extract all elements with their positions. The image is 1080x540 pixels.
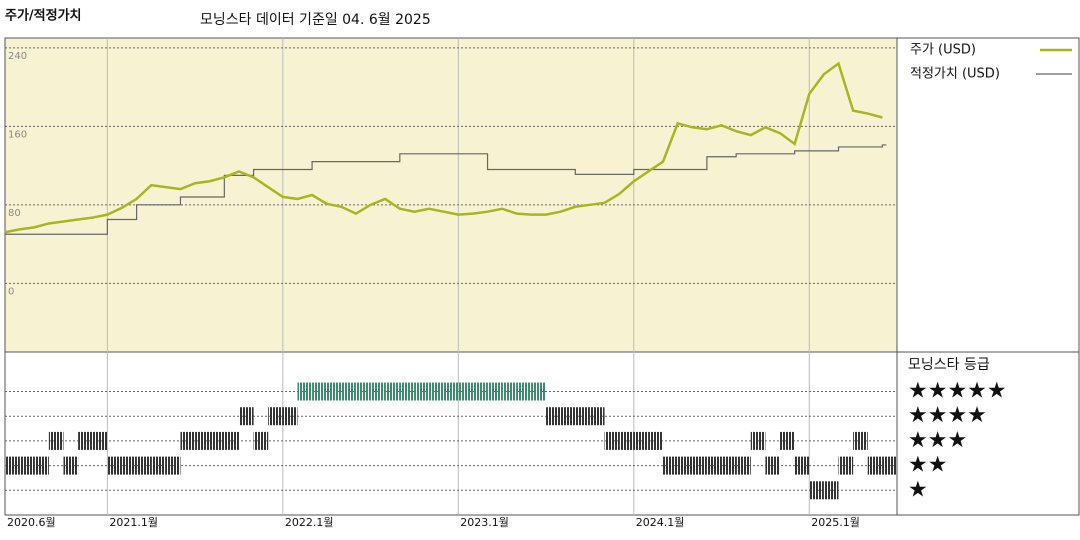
rating-bar [706, 456, 722, 475]
rating-bar [546, 407, 561, 426]
rating-bar [677, 456, 693, 475]
rating-bar [531, 382, 547, 401]
rating-bar [633, 431, 649, 450]
rating-bar [794, 456, 810, 475]
legend-title: 모닝스타 등급 [908, 357, 990, 373]
chart-title: 주가/적정가치 [5, 8, 82, 24]
rating-bar [209, 431, 225, 450]
legend-label: 적정가치 (USD) [910, 67, 1000, 82]
rating-bar [341, 382, 356, 401]
rating-bar [48, 431, 64, 450]
rating-bar [34, 456, 49, 475]
rating-bar [721, 456, 737, 475]
rating-bar [297, 382, 313, 401]
y-tick-label: ★★ [908, 453, 947, 478]
rating-bar [575, 407, 590, 426]
rating-bar [502, 382, 517, 401]
y-tick-label: ★★★ [908, 428, 967, 453]
rating-bar [385, 382, 400, 401]
rating-bar [692, 456, 707, 475]
x-tick-label: 2020.6월 [7, 516, 56, 529]
y-tick-label: ★ [908, 477, 928, 502]
rating-bar [560, 407, 576, 426]
rating-bar [663, 456, 678, 475]
rating-bar [195, 431, 210, 450]
y-tick-label: ★★★★★ [908, 379, 1007, 404]
y-tick-label: 80 [8, 208, 21, 219]
rating-bar [780, 431, 795, 450]
x-tick-label: 2023.1월 [460, 516, 509, 529]
rating-bar [121, 456, 137, 475]
x-tick-label: 2021.1월 [109, 516, 158, 529]
rating-bar [107, 456, 122, 475]
y-tick-label: 240 [8, 51, 27, 62]
rating-bar [472, 382, 488, 401]
rating-bar [750, 431, 766, 450]
rating-bar [414, 382, 430, 401]
rating-bar [853, 431, 868, 450]
y-tick-label: ★★★★ [908, 403, 987, 428]
rating-bar [823, 481, 839, 500]
rating-bar [92, 431, 108, 450]
frame [4, 37, 1080, 516]
rating-bar [312, 382, 327, 401]
rating-bar [648, 431, 664, 450]
rating-bar [370, 382, 386, 401]
rating-bar [736, 456, 751, 475]
rating-bar [253, 431, 269, 450]
rating-bar [268, 407, 283, 426]
x-tick-label: 2024.1월 [636, 516, 685, 529]
plot-area [5, 38, 897, 352]
y-tick-label: 0 [8, 286, 14, 297]
rating-bar [809, 481, 824, 500]
rating-bar [165, 456, 181, 475]
rating-bar [867, 456, 883, 475]
rating-bar [443, 382, 459, 401]
rating-bar [326, 382, 342, 401]
rating-bar [282, 407, 298, 426]
rating-bar [429, 382, 444, 401]
rating-bar [78, 431, 93, 450]
price-line [4, 61, 883, 234]
rating-bar [399, 382, 415, 401]
rating-bar [355, 382, 371, 401]
rating-bar [589, 407, 605, 426]
rating-bar [487, 382, 503, 401]
rating-bar [5, 456, 20, 475]
rating-bar [63, 456, 79, 475]
x-tick-label: 2022.1월 [285, 516, 334, 529]
rating-bar [604, 431, 620, 450]
fair-value-line [5, 144, 887, 235]
rating-bar [19, 456, 35, 475]
x-tick-label: 2025.1월 [811, 516, 860, 529]
rating-bar [765, 456, 781, 475]
rating-bar [838, 456, 854, 475]
rating-bar [238, 407, 254, 426]
legend-label: 주가 (USD) [910, 43, 976, 58]
rating-bar [136, 456, 152, 475]
rating-bar [882, 456, 897, 475]
rating-bar [151, 456, 166, 475]
chart-subtitle: 모닝스타 데이터 기준일 04. 6월 2025 [200, 12, 431, 28]
rating-bar [458, 382, 473, 401]
rating-bar [619, 431, 634, 450]
rating-bar [180, 431, 196, 450]
rating-bar [224, 431, 239, 450]
rating-bar [516, 382, 532, 401]
y-tick-label: 160 [8, 129, 27, 140]
